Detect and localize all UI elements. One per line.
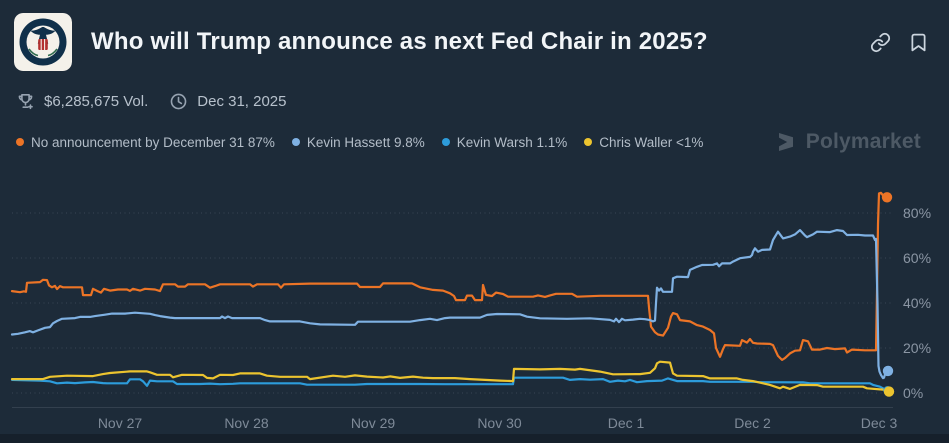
legend-label: Kevin Warsh 1.1% — [456, 134, 568, 150]
series-line-kevin-warsh — [10, 376, 888, 392]
clock-icon — [170, 93, 187, 110]
series-line-chris-waller — [10, 360, 889, 393]
bottom-divider — [0, 434, 949, 443]
y-axis-label-40%: 40% — [903, 295, 931, 311]
legend-label: No announcement by December 31 87% — [31, 134, 275, 150]
federal-reserve-seal-icon — [14, 13, 72, 71]
legend-label: Kevin Hassett 9.8% — [306, 134, 425, 150]
series-line-no-announcement-by-december-31 — [10, 191, 886, 361]
legend-item-chris-waller[interactable]: Chris Waller <1% — [584, 135, 703, 150]
x-axis-label-nov-28: Nov 28 — [224, 415, 269, 431]
polymarket-logo-icon — [778, 133, 793, 151]
market-stats: $6,285,675 Vol. Dec 31, 2025 — [16, 92, 287, 111]
polymarket-wordmark: Polymarket — [805, 130, 921, 153]
legend-item-kevin-warsh[interactable]: Kevin Warsh 1.1% — [441, 134, 568, 150]
x-axis-label-nov-30: Nov 30 — [477, 415, 522, 431]
volume-text: $6,285,675 Vol. — [44, 93, 149, 110]
legend-dot-icon — [291, 138, 300, 146]
legend-dot-icon — [16, 138, 24, 146]
legend-item-kevin-hassett[interactable]: Kevin Hassett 9.8% — [291, 134, 425, 150]
series-end-dot-chris-waller — [883, 386, 895, 397]
copy-link-icon[interactable] — [870, 32, 891, 53]
polymarket-watermark: Polymarket — [774, 130, 921, 154]
x-axis-label-dec-3: Dec 3 — [861, 415, 898, 431]
legend-label: Chris Waller <1% — [599, 134, 704, 150]
x-axis-label-dec-1: Dec 1 — [608, 415, 645, 431]
legend-row: No announcement by December 31 87% Kevin … — [16, 130, 921, 154]
end-date-text: Dec 31, 2025 — [197, 93, 287, 110]
legend-dot-icon — [441, 138, 450, 146]
series-end-dot-no-announcement-by-december-31 — [881, 192, 893, 203]
series-end-dot-kevin-hassett — [882, 365, 894, 377]
market-logo — [14, 13, 72, 71]
y-axis-label-60%: 60% — [903, 250, 931, 266]
legend-item-no-announcement-by-december-31[interactable]: No announcement by December 31 87% — [16, 135, 275, 150]
y-axis-label-80%: 80% — [903, 205, 931, 221]
y-axis-label-20%: 20% — [903, 340, 931, 356]
page-title: Who will Trump announce as next Fed Chai… — [91, 28, 708, 55]
chart-legend: No announcement by December 31 87% Kevin … — [16, 135, 703, 150]
x-axis-label-dec-2: Dec 2 — [734, 415, 771, 431]
rewards-trophy-icon — [18, 94, 33, 110]
market-header: Who will Trump announce as next Fed Chai… — [14, 13, 933, 71]
series-line-kevin-hassett — [10, 229, 888, 380]
x-axis-label-nov-29: Nov 29 — [351, 415, 396, 431]
y-axis-label-0%: 0% — [903, 385, 923, 401]
legend-dot-icon — [584, 138, 593, 146]
bookmark-icon[interactable] — [908, 32, 929, 53]
x-axis-label-nov-27: Nov 27 — [98, 415, 143, 431]
